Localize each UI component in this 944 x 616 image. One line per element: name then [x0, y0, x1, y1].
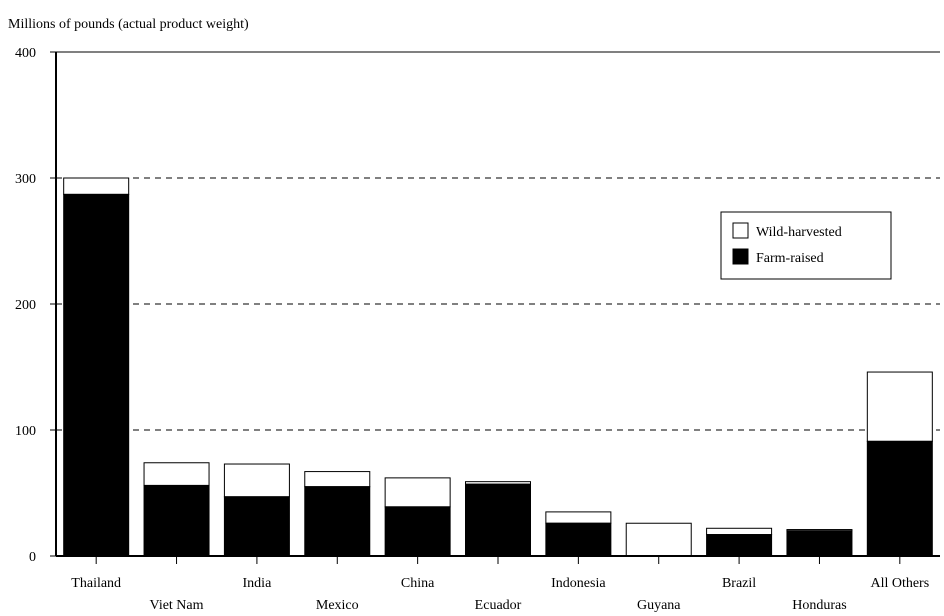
gridlines: [56, 51, 940, 431]
y-tick-label-100: 100: [15, 424, 36, 439]
bar-wild-4: [384, 477, 451, 508]
bar-farm-1: [143, 484, 210, 557]
bar-wild-1: [143, 462, 210, 486]
bar-farm-2: [223, 496, 290, 557]
y-axis-label: Millions of pounds (actual product weigh…: [8, 17, 249, 32]
x-tick-label-9: Honduras: [792, 598, 846, 613]
bar-farm-10: [866, 440, 933, 557]
legend: Wild-harvested Farm-raised: [720, 211, 892, 280]
x-tick-label-5: Ecuador: [475, 598, 522, 613]
legend-label-1: Farm-raised: [756, 251, 824, 266]
bar-farm-3: [304, 486, 371, 557]
bar-wild-3: [304, 471, 371, 488]
legend-swatch-1: [732, 248, 749, 265]
x-tick-label-8: Brazil: [722, 576, 756, 591]
y-tick-label-0: 0: [29, 550, 36, 565]
bar-wild-2: [223, 463, 290, 498]
bar-wild-6: [545, 511, 612, 524]
bar-wild-8: [706, 527, 773, 536]
y-tick-label-400: 400: [15, 46, 36, 61]
x-tick-label-0: Thailand: [71, 576, 121, 591]
y-tick-label-200: 200: [15, 298, 36, 313]
bar-wild-0: [63, 177, 130, 195]
x-tick-labels: Thailand Viet Nam India Mexico China Ecuador I…: [71, 576, 929, 613]
x-tick-label-2: India: [243, 576, 273, 591]
legend-swatch-0: [732, 222, 749, 239]
bar-farm-4: [384, 506, 451, 557]
x-tick-label-6: Indonesia: [551, 576, 606, 591]
legend-box: [720, 211, 892, 280]
legend-label-0: Wild-harvested: [756, 225, 842, 240]
x-tick-label-10: All Others: [870, 576, 929, 591]
bar-farm-9: [786, 530, 853, 557]
y-tick-label-300: 300: [15, 172, 36, 187]
bars: [63, 177, 933, 557]
bar-farm-6: [545, 522, 612, 557]
x-tick-label-3: Mexico: [316, 598, 359, 613]
y-tick-labels: 0 100 200 300 400: [15, 46, 36, 565]
x-tick-label-1: Viet Nam: [150, 598, 204, 613]
bar-farm-8: [706, 534, 773, 557]
axes: [50, 51, 940, 564]
x-tick-label-4: China: [401, 576, 435, 591]
bar-farm-0: [63, 193, 130, 557]
bar-wild-7: [625, 522, 692, 557]
x-tick-label-7: Guyana: [637, 598, 681, 613]
bar-wild-10: [866, 371, 933, 442]
bar-farm-5: [465, 483, 531, 557]
